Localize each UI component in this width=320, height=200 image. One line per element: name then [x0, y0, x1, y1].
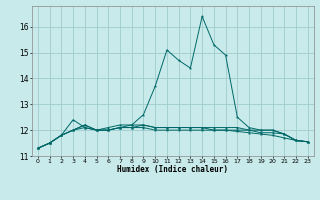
X-axis label: Humidex (Indice chaleur): Humidex (Indice chaleur) [117, 165, 228, 174]
